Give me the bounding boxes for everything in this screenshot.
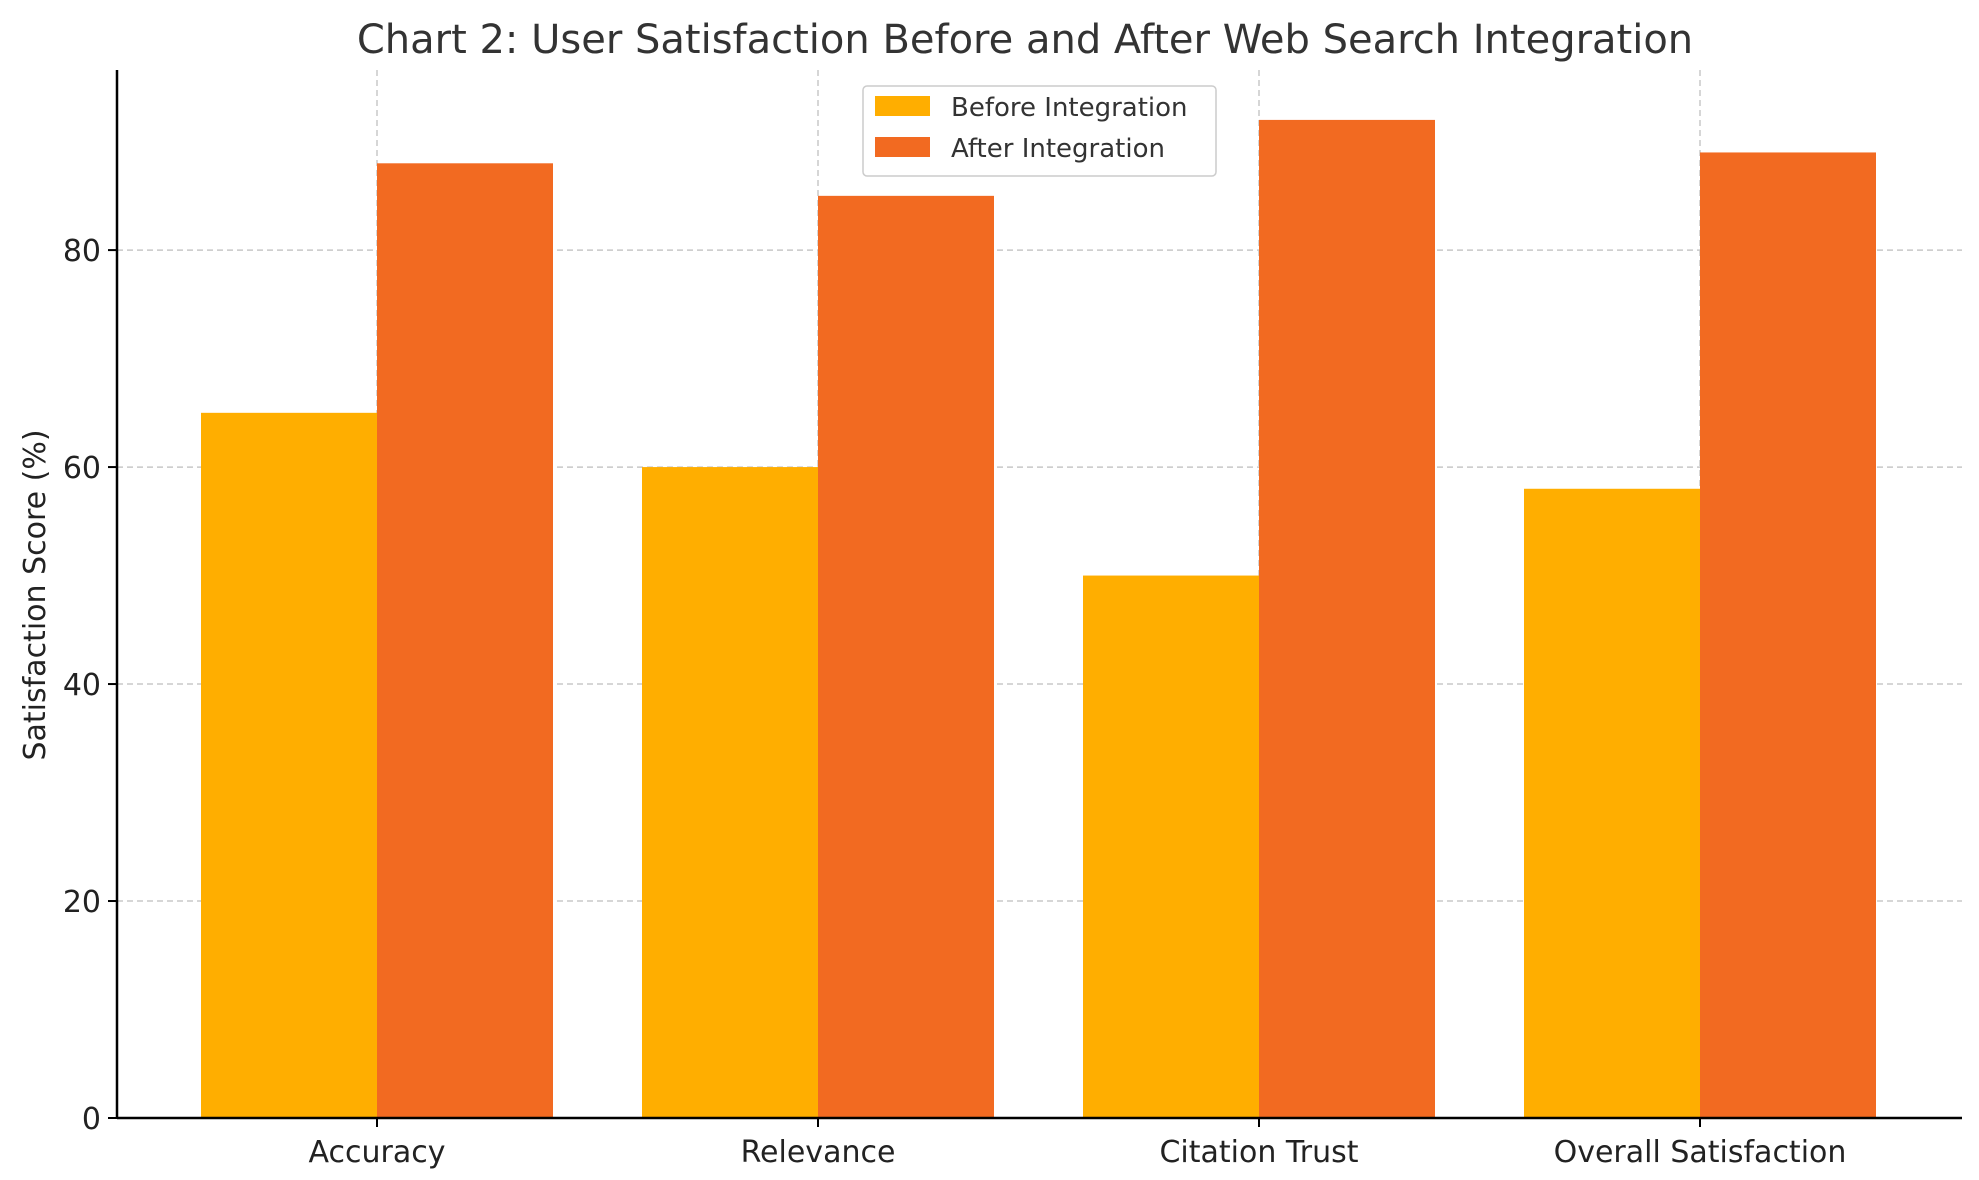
bars-group	[201, 119, 1876, 1119]
x-gridlines	[376, 70, 1701, 1118]
bar-before-1	[642, 467, 818, 1118]
y-tick-label-60: 60	[63, 451, 101, 486]
y-tick-label-40: 40	[63, 668, 101, 703]
bar-before-0	[201, 412, 377, 1119]
y-tick-label-80: 80	[63, 234, 101, 269]
bar-before-3	[1524, 488, 1700, 1118]
x-tick-label-0: Accuracy	[309, 1135, 446, 1170]
legend-label-1: After Integration	[951, 134, 1165, 164]
bar-before-2	[1083, 575, 1259, 1118]
chart-title: Chart 2: User Satisfaction Before and Af…	[357, 17, 1693, 63]
y-tick-label-20: 20	[63, 885, 101, 920]
bar-after-1	[818, 195, 994, 1118]
x-tick-label-1: Relevance	[741, 1135, 896, 1170]
y-gridlines	[117, 249, 1962, 902]
y-axis-ticks: 0 20 40 60 80	[63, 234, 117, 1137]
x-axis-ticks: Accuracy Relevance Citation Trust Overall S…	[309, 1118, 1847, 1170]
legend-label-0: Before Integration	[951, 93, 1188, 123]
legend-swatch-0	[875, 96, 930, 116]
bar-after-0	[377, 163, 553, 1119]
bar-after-2	[1259, 119, 1435, 1118]
x-tick-label-2: Citation Trust	[1159, 1135, 1358, 1170]
legend: Before Integration After Integration	[862, 85, 1217, 177]
x-tick-label-3: Overall Satisfaction	[1554, 1135, 1847, 1170]
bar-after-3	[1700, 152, 1876, 1118]
legend-box	[862, 85, 1217, 177]
legend-swatch-1	[875, 137, 930, 157]
y-axis-label: Satisfaction Score (%)	[18, 429, 53, 760]
y-tick-label-0: 0	[82, 1102, 101, 1137]
